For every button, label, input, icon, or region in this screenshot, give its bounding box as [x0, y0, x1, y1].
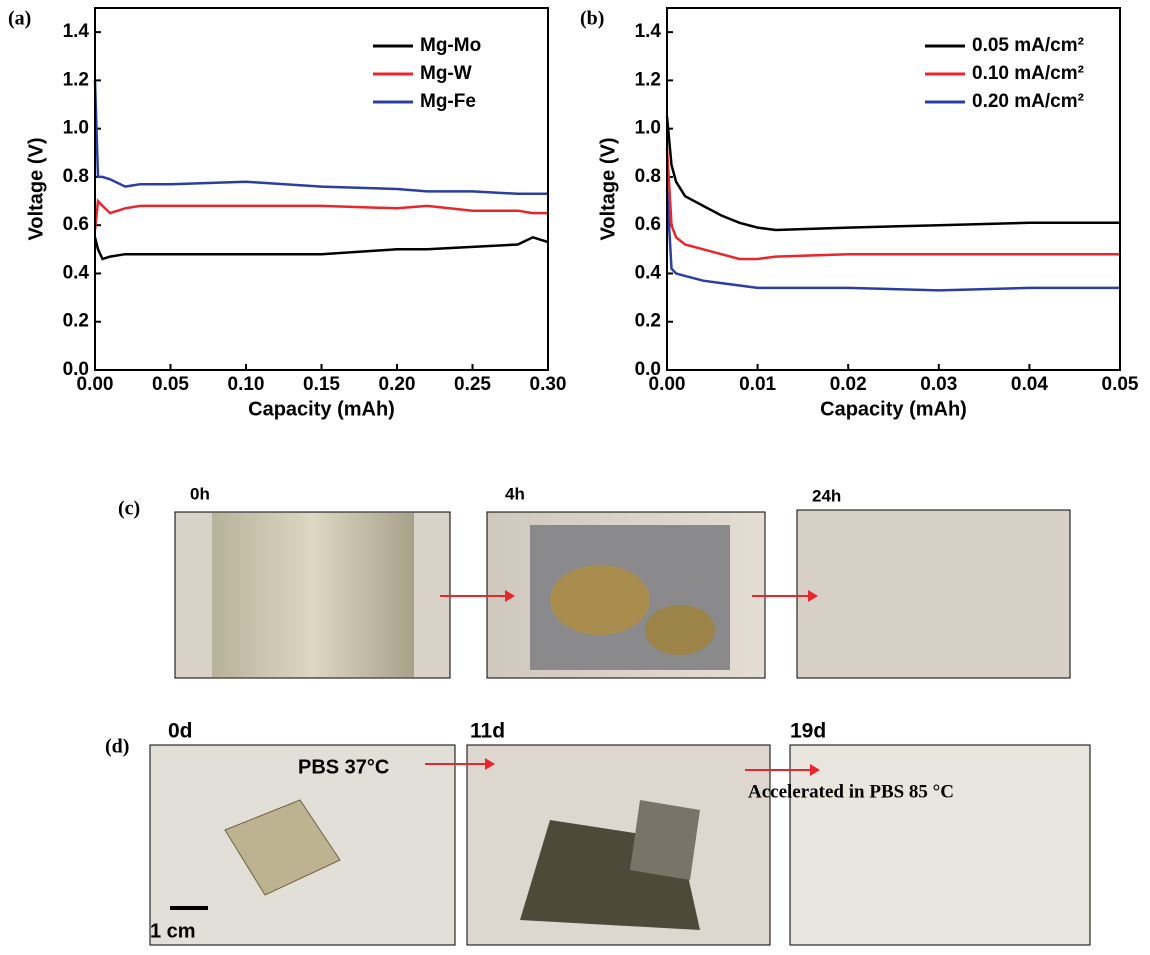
- legend-label: Mg-Mo: [420, 35, 481, 56]
- y-tick-label: 0.4: [63, 262, 90, 283]
- panel-label: (c): [118, 498, 140, 520]
- x-tick-label: 0.15: [303, 374, 340, 395]
- line: [667, 117, 1120, 230]
- y-tick-label: 1.0: [635, 118, 661, 139]
- y-tick-label: 0.6: [63, 214, 89, 235]
- figure: (c) 0h 4h 24h (d) 0d 11d 19d PBS 37°C Ac…: [0, 0, 1150, 950]
- y-tick-label: 1.4: [63, 21, 90, 42]
- plot-frame: [95, 8, 548, 370]
- x-tick-label: 0.04: [1011, 374, 1048, 395]
- y-tick-label: 0.8: [635, 166, 661, 187]
- line: [667, 189, 1120, 290]
- photo: [797, 510, 1070, 678]
- photo: [175, 512, 450, 678]
- panel-label: (a): [8, 8, 31, 30]
- x-tick-label: 0.05: [1102, 374, 1139, 395]
- photo: [790, 745, 1090, 945]
- x-axis-label: Capacity (mAh): [820, 398, 967, 420]
- x-tick-label: 0.25: [454, 374, 491, 395]
- y-tick-label: 1.4: [635, 21, 662, 42]
- legend-label: 0.10 mA/cm²: [972, 63, 1084, 84]
- line: [95, 237, 548, 259]
- time-label: 4h: [505, 484, 525, 503]
- y-tick-label: 0.0: [635, 359, 661, 380]
- x-tick-label: 0.20: [379, 374, 416, 395]
- legend-label: 0.05 mA/cm²: [972, 35, 1084, 56]
- legend-label: Mg-W: [420, 63, 472, 84]
- time-label: 11d: [470, 720, 505, 743]
- x-tick-label: 0.30: [530, 374, 567, 395]
- x-tick-label: 0.05: [152, 374, 189, 395]
- x-tick-label: 0.02: [830, 374, 867, 395]
- legend-label: 0.20 mA/cm²: [972, 91, 1084, 112]
- legend-label: Mg-Fe: [420, 91, 476, 112]
- x-tick-label: 0.03: [920, 374, 957, 395]
- line: [95, 201, 548, 230]
- photo: [487, 512, 765, 678]
- line: [95, 80, 548, 193]
- y-tick-label: 1.0: [63, 118, 89, 139]
- scale-label: 1 cm: [150, 920, 196, 942]
- x-tick-label: 0.10: [228, 374, 265, 395]
- y-tick-label: 0.4: [635, 262, 662, 283]
- panel-label: (b): [580, 8, 604, 30]
- y-tick-label: 1.2: [63, 69, 89, 90]
- photo: [467, 745, 770, 945]
- annotation: PBS 37°C: [298, 756, 389, 778]
- line: [667, 148, 1120, 259]
- time-label: 19d: [790, 720, 826, 743]
- x-tick-label: 0.01: [739, 374, 776, 395]
- y-axis-label: Voltage (V): [25, 138, 47, 241]
- time-label: 24h: [812, 486, 841, 505]
- y-axis-label: Voltage (V): [597, 138, 619, 241]
- time-label: 0h: [190, 484, 210, 503]
- y-tick-label: 0.2: [635, 311, 661, 332]
- time-label: 0d: [168, 720, 193, 743]
- y-tick-label: 0.2: [63, 311, 89, 332]
- y-tick-label: 0.8: [63, 166, 89, 187]
- panel-label: (d): [105, 736, 129, 758]
- y-tick-label: 0.0: [63, 359, 89, 380]
- y-tick-label: 0.6: [635, 214, 661, 235]
- x-axis-label: Capacity (mAh): [248, 398, 395, 420]
- y-tick-label: 1.2: [635, 69, 661, 90]
- annotation: Accelerated in PBS 85 °C: [748, 781, 954, 802]
